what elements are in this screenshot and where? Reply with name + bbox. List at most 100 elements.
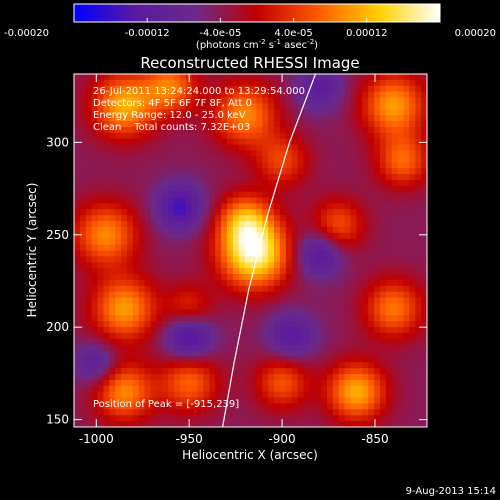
heatmap-cell [203,179,210,187]
heatmap-cell [356,274,363,281]
heatmap-cell [362,250,369,257]
heatmap-cell [356,262,363,269]
heatmap-cell [215,179,222,187]
heatmap-cell [262,379,269,387]
heatmap-cell [338,85,346,93]
heatmap-cell [403,297,410,305]
heatmap-cell [315,168,322,175]
heatmap-cell [309,215,316,222]
heatmap-cell [303,197,310,205]
heatmap-cell [221,168,228,175]
heatmap-cell [256,279,263,287]
heatmap-cell [379,379,387,387]
heatmap-cell [274,285,281,293]
heatmap-cell [338,350,346,357]
heatmap-cell [250,109,257,116]
heatmap-cell [297,203,305,210]
heatmap-cell [203,185,210,193]
heatmap-cell [197,250,205,257]
heatmap-cell [150,174,157,181]
heatmap-cell [256,274,263,281]
heatmap-cell [209,226,216,234]
heatmap-cell [303,244,310,252]
heatmap-cell [403,103,410,110]
heatmap-cell [162,168,169,175]
heatmap-cell [244,109,252,116]
heatmap-cell [79,279,87,287]
heatmap-cell [121,262,128,269]
heatmap-cell [397,391,405,399]
heatmap-cell [297,344,305,352]
heatmap-cell [144,197,152,205]
heatmap-cell [126,315,134,322]
heatmap-cell [162,238,169,246]
heatmap-cell [168,385,175,393]
heatmap-cell [144,297,152,305]
heatmap-cell [138,238,146,246]
heatmap-cell [274,332,281,340]
heatmap-cell [391,250,399,257]
heatmap-cell [391,174,399,181]
heatmap-cell [215,203,222,210]
heatmap-cell [297,238,305,246]
heatmap-cell [309,226,316,234]
heatmap-cell [185,268,193,275]
heatmap-cell [144,132,152,140]
heatmap-cell [174,232,181,240]
heatmap-cell [309,356,316,363]
heatmap-cell [197,168,205,175]
heatmap-cell [103,297,110,305]
heatmap-cell [256,356,263,363]
heatmap-cell [379,197,387,205]
heatmap-cell [385,244,393,252]
heatmap-cell [121,79,128,87]
heatmap-cell [344,356,352,363]
heatmap-cell [179,85,187,93]
heatmap-cell [356,256,363,263]
heatmap-cell [356,185,363,193]
heatmap-cell [332,215,340,222]
heatmap-cell [109,168,116,175]
heatmap-cell [209,379,216,387]
heatmap-cell [379,297,387,305]
heatmap-cell [321,232,328,240]
heatmap-cell [421,344,427,352]
heatmap-cell [185,262,193,269]
heatmap-cell [303,362,310,369]
heatmap-cell [279,256,287,263]
heatmap-cell [403,174,410,181]
heatmap-cell [156,74,163,81]
heatmap-cell [279,209,287,216]
heatmap-cell [132,309,140,316]
heatmap-cell [397,338,405,346]
heatmap-cell [285,274,293,281]
heatmap-cell [368,250,375,257]
heatmap-cell [226,362,234,369]
heatmap-cell [315,303,322,310]
heatmap-cell [338,103,346,110]
heatmap-cell [179,391,187,399]
heatmap-cell [168,421,175,427]
heatmap-cell [421,356,427,363]
heatmap-cell [191,268,199,275]
heatmap-cell [291,221,299,228]
heatmap-cell [209,191,216,199]
heatmap-cell [132,403,140,410]
heatmap-cell [403,279,410,287]
heatmap-cell [415,144,422,152]
heatmap-cell [285,303,293,310]
heatmap-cell [179,303,187,310]
heatmap-cell [391,203,399,210]
heatmap-cell [121,285,128,293]
heatmap-cell [74,250,81,257]
heatmap-cell [179,368,187,375]
heatmap-cell [332,232,340,240]
heatmap-cell [397,238,405,246]
heatmap-cell [415,74,422,81]
heatmap-cell [415,203,422,210]
heatmap-cell [379,403,387,410]
heatmap-cell [368,415,375,422]
colorbar [73,3,441,23]
heatmap-cell [350,138,357,146]
heatmap-cell [291,368,299,375]
